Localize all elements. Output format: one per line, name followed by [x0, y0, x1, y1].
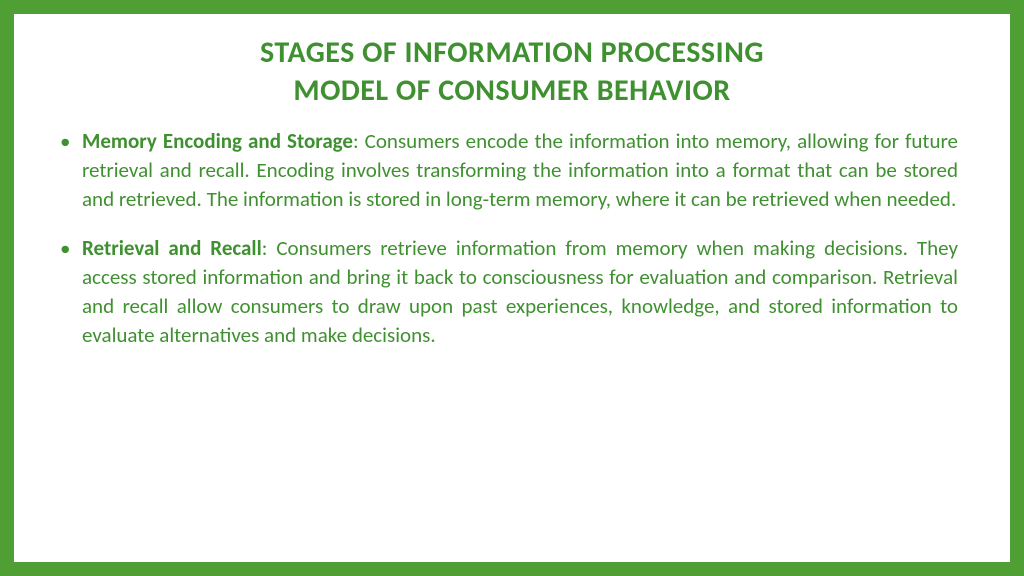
bullet-heading: Retrieval and Recall	[82, 235, 262, 261]
list-item: Retrieval and Recall: Consumers retrieve…	[82, 234, 958, 350]
title-line-2: MODEL OF CONSUMER BEHAVIOR	[293, 72, 730, 109]
bullet-list: Memory Encoding and Storage: Consumers e…	[42, 127, 982, 370]
slide-title: STAGES OF INFORMATION PROCESSING MODEL O…	[42, 34, 982, 109]
list-item: Memory Encoding and Storage: Consumers e…	[82, 127, 958, 214]
bullet-heading: Memory Encoding and Storage	[82, 128, 353, 154]
slide-frame: STAGES OF INFORMATION PROCESSING MODEL O…	[0, 0, 1024, 576]
title-line-1: STAGES OF INFORMATION PROCESSING	[260, 34, 764, 71]
